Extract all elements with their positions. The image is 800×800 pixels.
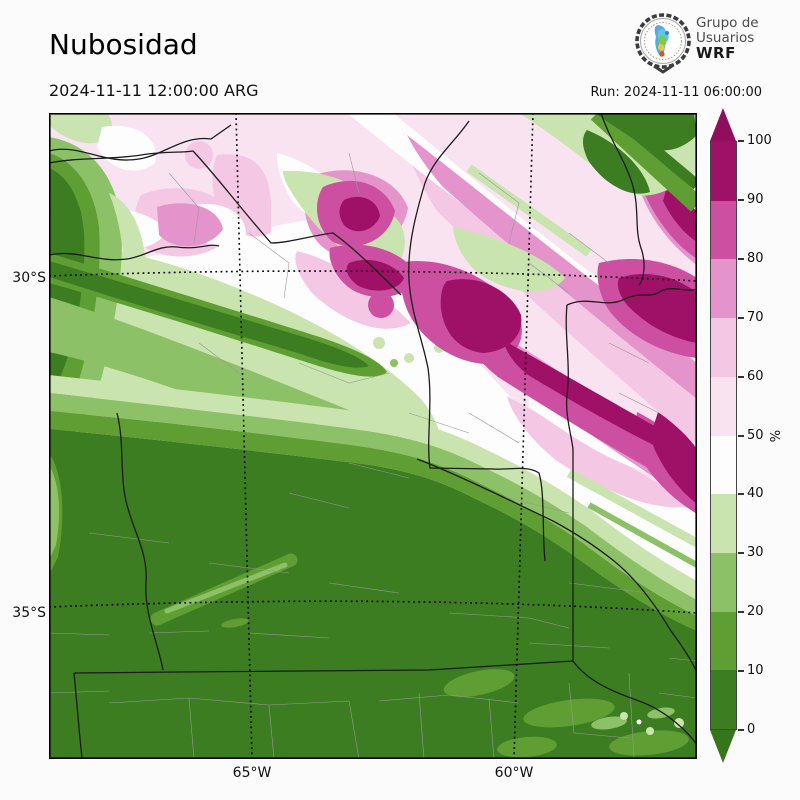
- lat-label-35s: 35°S: [12, 605, 46, 621]
- colorbar-tick: [738, 316, 744, 319]
- valid-time: 2024-11-11 12:00:00 ARG: [49, 81, 259, 100]
- logo-line-1: Grupo de: [696, 15, 759, 31]
- colorbar-tick: [738, 611, 744, 614]
- colorbar-segment-50-60: [711, 376, 736, 436]
- logo-text: Grupo de Usuarios WRF: [696, 16, 759, 61]
- colorbar: [710, 141, 737, 730]
- logo-line-2: Usuarios: [696, 30, 755, 46]
- colorbar-segment-80-90: [711, 200, 736, 260]
- colorbar-tick-label: 90: [747, 191, 764, 207]
- department-borders: [49, 152, 697, 759]
- colorbar-segment-90-100: [711, 142, 736, 201]
- colorbar-tick-label: 100: [747, 133, 772, 148]
- colorbar-tick-label: 60: [747, 368, 764, 384]
- colorbar-segment-10-20: [711, 611, 736, 671]
- cloud-fill-layers: [49, 113, 697, 759]
- colorbar-segment-20-30: [711, 552, 736, 612]
- run-timestamp: Run: 2024-11-11 06:00:00: [590, 85, 762, 100]
- colorbar-tick-label: 70: [747, 309, 764, 325]
- colorbar-tick-label: 10: [747, 663, 764, 679]
- wrf-logo: Grupo de Usuarios WRF: [634, 10, 764, 74]
- colorbar-unit-label: %: [769, 429, 784, 443]
- colorbar-tick-label: 50: [747, 427, 764, 443]
- colorbar-tick: [738, 140, 744, 142]
- colorbar-tick-label: 80: [747, 250, 764, 266]
- colorbar-segment-40-50: [711, 435, 736, 495]
- map-frame: [49, 113, 697, 759]
- colorbar-segment-70-80: [711, 259, 736, 319]
- colorbar-tick: [738, 375, 744, 378]
- lat-label-30s: 30°S: [12, 270, 46, 286]
- colorbar-tick-label: 0: [747, 722, 756, 737]
- colorbar-under-arrow: [710, 730, 736, 763]
- colorbar-tick: [738, 670, 744, 673]
- gridlines: [49, 113, 697, 759]
- colorbar-tick-label: 20: [747, 604, 764, 620]
- colorbar-segment-0-10: [711, 670, 736, 730]
- logo-line-3: WRF: [696, 44, 736, 62]
- colorbar-tick-label: 30: [747, 545, 764, 561]
- lon-label-60w: 60°W: [494, 765, 534, 781]
- colorbar-tick: [738, 552, 744, 555]
- lon-label-65w: 65°W: [232, 765, 272, 781]
- colorbar-tick: [738, 257, 744, 260]
- colorbar-tick: [738, 493, 744, 496]
- colorbar-tick: [738, 729, 744, 731]
- logo-emblem-icon: [635, 13, 691, 74]
- colorbar-over-arrow: [710, 108, 736, 141]
- colorbar-tick: [738, 434, 744, 437]
- colorbar-segment-60-70: [711, 318, 736, 377]
- map-canvas: [49, 113, 697, 759]
- colorbar-tick: [738, 198, 744, 201]
- page-title: Nubosidad: [49, 28, 198, 61]
- colorbar-tick-label: 40: [747, 486, 764, 502]
- colorbar-segment-30-40: [711, 494, 736, 553]
- province-borders: [49, 113, 697, 759]
